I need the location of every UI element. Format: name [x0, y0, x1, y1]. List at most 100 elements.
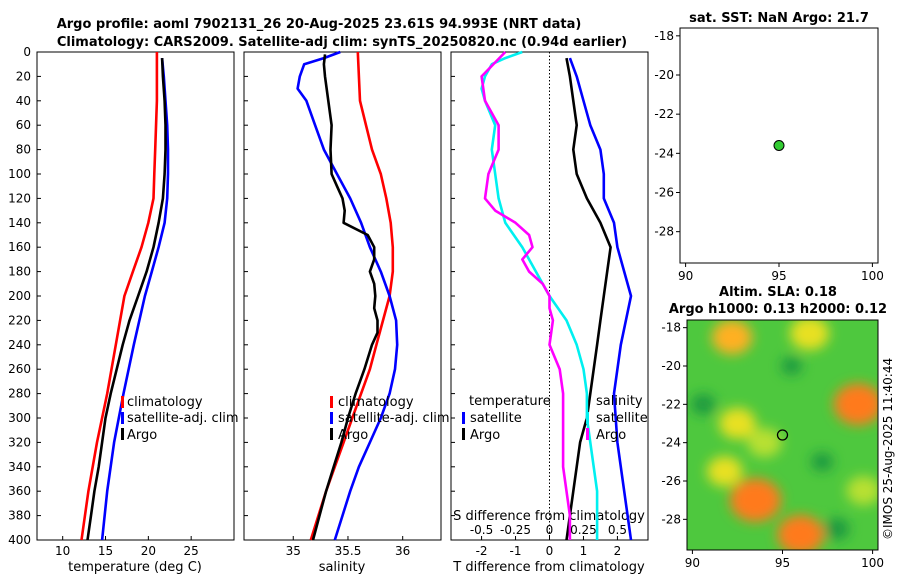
s-difference-tick-label: 0.25 — [570, 523, 597, 537]
salinity-xticks: 35 35.5 36 — [286, 536, 410, 558]
series-t-satellite — [568, 57, 633, 541]
legend-swatch-satellite — [121, 412, 124, 424]
legend-swatch-t-argo — [462, 428, 465, 440]
legend-satellite: satellite-adj. clim — [127, 411, 239, 426]
temperature-xlabel: temperature (deg C) — [68, 560, 202, 575]
legend-t-satellite: satellite — [470, 411, 522, 426]
lat-tick-label: -22 — [654, 107, 674, 121]
sla-anomaly-blob — [780, 356, 803, 376]
sla-anomaly-blob — [833, 383, 878, 426]
lat-tick-label: -24 — [661, 436, 681, 450]
series-climatology — [80, 52, 159, 541]
series-argo — [86, 58, 167, 541]
sla-anomaly-blob — [823, 517, 850, 540]
s-difference-tick-label: 0 — [546, 523, 554, 537]
lat-tick-label: -24 — [654, 146, 674, 160]
salinity-legend: climatology satellite-adj. clim Argo — [330, 395, 450, 443]
depth-tick-label: 100 — [8, 167, 31, 181]
legend-t-argo: Argo — [470, 428, 500, 443]
x-tick-label: 15 — [98, 544, 113, 558]
argo-position-ring — [776, 429, 789, 441]
lat-tick-label: -22 — [661, 397, 681, 411]
sla-anomaly-blob — [711, 320, 753, 355]
legend-swatch-argo — [121, 428, 124, 440]
series-t-argo — [565, 57, 612, 541]
depth-tick-label: 200 — [8, 289, 31, 303]
lat-tick-label: -20 — [654, 68, 674, 82]
depth-tick-label: 340 — [8, 460, 31, 474]
t-difference-xlabel: T difference from climatology — [452, 560, 645, 575]
legend-temperature-heading: temperature — [469, 394, 551, 409]
s-difference-tick-label: -0.5 — [470, 523, 493, 537]
difference-xticks: -2 -1 0 1 2 — [476, 536, 622, 558]
legend-swatch-climatology — [330, 396, 333, 408]
sla-background — [687, 320, 878, 550]
depth-tick-label: 40 — [16, 94, 31, 108]
difference-plot — [480, 50, 633, 541]
s-difference-tick-label: 0.5 — [608, 523, 627, 537]
sla-anomaly-blob — [690, 393, 716, 415]
sla-anomaly-blob — [846, 475, 878, 506]
x-tick-label: 0 — [546, 544, 554, 558]
legend-climatology: climatology — [127, 395, 203, 410]
depth-tick-label: 360 — [8, 484, 31, 498]
sla-anomaly-blob — [729, 478, 782, 522]
sla-anomaly-blob — [810, 452, 834, 472]
x-tick-label: 1 — [580, 544, 588, 558]
imos-credit: ©IMOS 25-Aug-2025 11:40:44 — [881, 358, 895, 540]
sla-anomaly-blob — [789, 320, 830, 351]
x-tick-label: 2 — [614, 544, 622, 558]
sla-title-line-2: Argo h1000: 0.13 h2000: 0.12 — [669, 302, 887, 317]
series-climatology — [309, 51, 395, 541]
legend-s-satellite: satellite — [596, 411, 648, 426]
legend-s-argo: Argo — [596, 428, 626, 443]
lon-tick-label: 100 — [861, 556, 884, 570]
depth-tick-label: 400 — [8, 533, 31, 547]
legend-swatch-s-satellite — [586, 412, 589, 424]
temperature-xticks: 10 15 20 25 — [55, 536, 199, 558]
depth-tick-label: 0 — [23, 45, 31, 59]
sla-anomaly-blob — [747, 428, 782, 458]
legend-swatch-t-satellite — [462, 412, 465, 424]
lat-tick-label: -26 — [661, 474, 681, 488]
legend-swatch-satellite — [330, 412, 333, 424]
x-tick-label: 35.5 — [335, 544, 362, 558]
title-line-2: Climatology: CARS2009. Satellite-adj cli… — [57, 35, 627, 50]
legend-satellite: satellite-adj. clim — [338, 411, 450, 426]
sst-title: sat. SST: NaN Argo: 21.7 — [689, 11, 869, 26]
temperature-plot — [80, 52, 170, 541]
legend-swatch-argo — [330, 428, 333, 440]
sla-anomaly-blob — [707, 456, 743, 487]
salinity-difference-ticks: -0.5 -0.25 0 0.25 0.5 — [470, 523, 627, 537]
lat-tick-label: -18 — [654, 29, 674, 43]
x-tick-label: -2 — [476, 544, 488, 558]
legend-climatology: climatology — [338, 395, 414, 410]
depth-tick-label: 240 — [8, 338, 31, 352]
sla-anomaly-blob — [777, 514, 824, 550]
depth-tick-label: 120 — [8, 191, 31, 205]
depth-tick-label: 260 — [8, 362, 31, 376]
sla-heatmap — [687, 320, 878, 550]
depth-tick-label: 20 — [16, 69, 31, 83]
legend-swatch-climatology — [121, 396, 124, 408]
depth-axis: 0 20 40 60 80 100 120 140 160 180 200 220 240 260 280 3… — [8, 45, 455, 547]
x-tick-label: 10 — [55, 544, 70, 558]
depth-tick-label: 140 — [8, 216, 31, 230]
s-difference-label: S difference from climatology — [453, 509, 645, 524]
difference-legend-left: temperature satellite Argo — [462, 394, 551, 443]
depth-tick-label: 60 — [16, 118, 31, 132]
s-difference-tick-label: -0.25 — [500, 523, 531, 537]
legend-argo: Argo — [338, 428, 368, 443]
x-tick-label: 25 — [184, 544, 199, 558]
lat-tick-label: -28 — [661, 512, 681, 526]
sla-anomaly-field — [690, 320, 878, 550]
series-argo — [311, 54, 379, 541]
x-tick-label: 35 — [286, 544, 301, 558]
salinity-xlabel: salinity — [319, 560, 366, 575]
depth-tick-label: 300 — [8, 411, 31, 425]
salinity-plot — [296, 50, 399, 541]
sst-map-ticks: -18 -20 -22 -24 -26 -28 90 95 100 — [654, 29, 883, 283]
lat-tick-label: -28 — [654, 225, 674, 239]
sla-anomaly-blob — [719, 407, 756, 440]
legend-salinity-heading: salinity — [596, 394, 643, 409]
